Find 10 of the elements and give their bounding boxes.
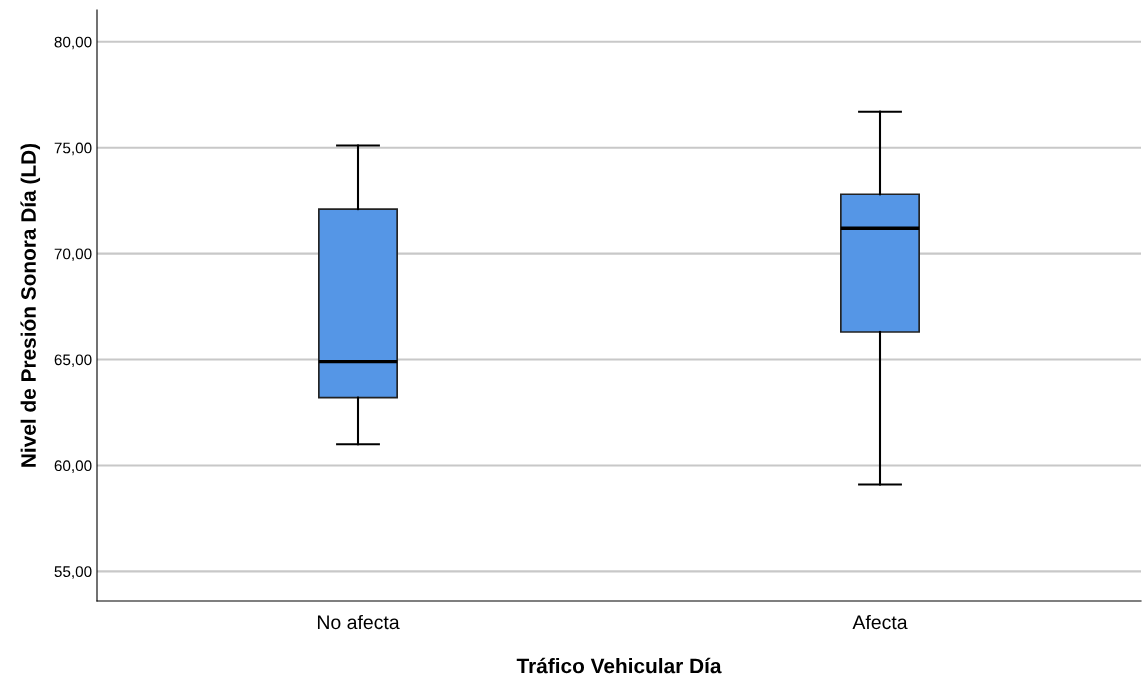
y-tick-label: 55,00 xyxy=(54,566,92,579)
x-axis-title: Tráfico Vehicular Día xyxy=(516,657,722,674)
y-tick-label: 65,00 xyxy=(54,354,92,368)
y-tick-label: 75,00 xyxy=(54,142,92,156)
y-tick-label: 70,00 xyxy=(54,248,92,262)
y-axis-title: Nivel de Presión Sonora Día (LD) xyxy=(20,143,41,467)
x-tick-label: No afecta xyxy=(317,614,400,630)
x-tick-label: Afecta xyxy=(852,614,908,630)
y-tick-label: 60,00 xyxy=(54,460,92,473)
y-tick-label: 80,00 xyxy=(54,36,92,50)
